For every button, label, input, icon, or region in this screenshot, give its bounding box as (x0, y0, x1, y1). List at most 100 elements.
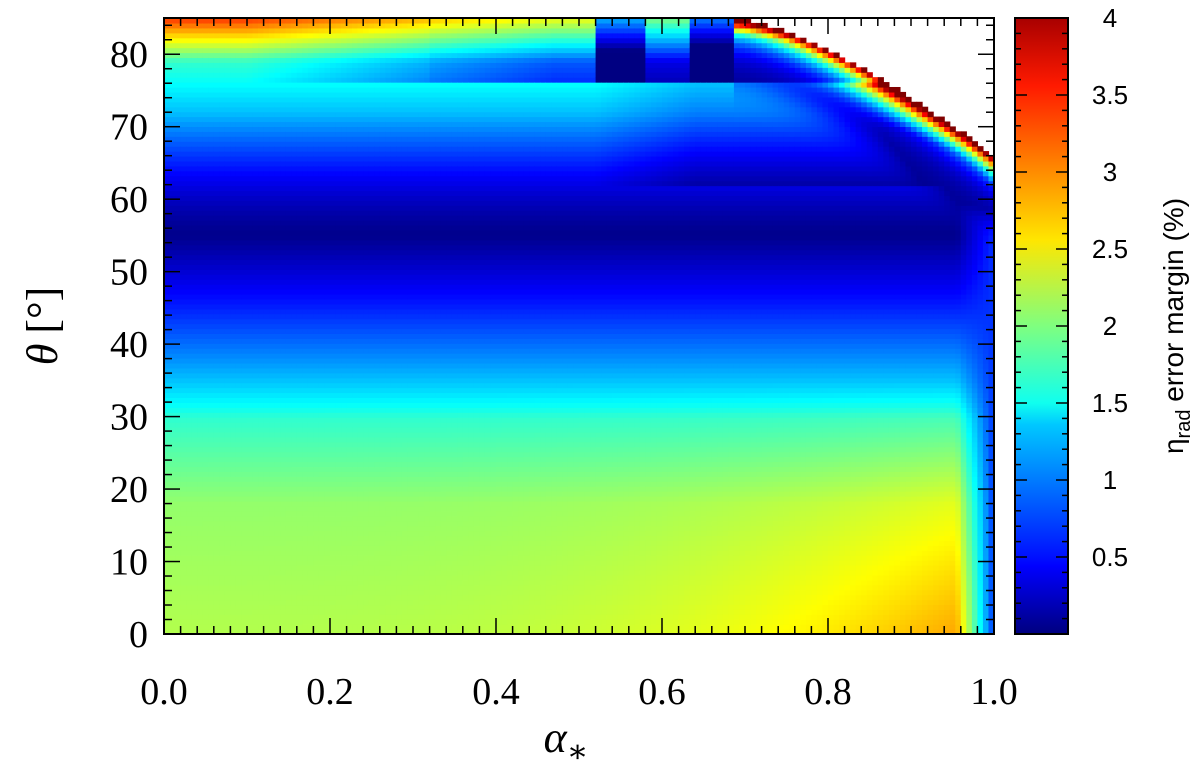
heatmap-cell (291, 269, 298, 275)
heatmap-cell (274, 18, 281, 24)
heatmap-cell (357, 505, 364, 512)
heatmap-cell (197, 22, 204, 29)
heatmap-cell (357, 372, 364, 379)
heatmap-cell (363, 358, 370, 364)
heatmap-cell (352, 382, 359, 389)
heatmap-cell (213, 220, 220, 226)
heatmap-cell (263, 269, 270, 275)
heatmap-cell (258, 185, 265, 192)
heatmap-cell (241, 96, 248, 103)
heatmap-cell (291, 481, 298, 487)
heatmap-cell (258, 535, 265, 541)
heatmap-cell (307, 264, 314, 270)
heatmap-cell (263, 239, 270, 246)
heatmap-cell (274, 220, 281, 226)
heatmap-cell (363, 387, 370, 394)
heatmap-cell (235, 565, 243, 571)
heatmap-cell (307, 422, 314, 428)
heatmap-cell (213, 96, 220, 103)
heatmap-cell (324, 259, 331, 265)
heatmap-cell (318, 456, 326, 463)
heatmap-cell (296, 525, 303, 532)
heatmap-cell (164, 569, 171, 576)
heatmap-cell (285, 343, 292, 349)
heatmap-cell (219, 510, 226, 517)
heatmap-cell (180, 131, 187, 137)
heatmap-cell (285, 555, 292, 561)
heatmap-cell (285, 244, 292, 251)
heatmap-cell (191, 382, 198, 389)
heatmap-cell (307, 67, 314, 73)
heatmap-cell (280, 185, 287, 192)
heatmap-cell (247, 328, 254, 334)
heatmap-cell (313, 96, 320, 103)
heatmap-cell (318, 461, 326, 468)
heatmap-cell (180, 604, 187, 610)
heatmap-cell (313, 121, 320, 128)
heatmap-cell (368, 594, 375, 601)
heatmap-cell (241, 220, 248, 226)
heatmap-cell (202, 466, 209, 472)
heatmap-cell (330, 27, 337, 34)
heatmap-cell (318, 328, 326, 334)
heatmap-cell (230, 175, 237, 182)
heatmap-cell (197, 476, 204, 482)
heatmap-cell (247, 594, 254, 601)
heatmap-cell (335, 224, 342, 231)
heatmap-cell (296, 200, 303, 206)
heatmap-cell (169, 18, 176, 24)
heatmap-cell (224, 545, 231, 551)
heatmap-cell (302, 101, 309, 108)
heatmap-cell (235, 505, 243, 512)
heatmap-cell (274, 106, 281, 113)
heatmap-cell (291, 185, 298, 192)
heatmap-cell (296, 234, 303, 241)
heatmap-cell (280, 111, 287, 118)
heatmap-cell (169, 234, 176, 241)
heatmap-cell (202, 205, 209, 211)
heatmap-cell (269, 175, 276, 182)
heatmap-cell (235, 18, 243, 24)
heatmap-cell (252, 333, 259, 339)
heatmap-cell (175, 446, 182, 453)
heatmap-cell (213, 481, 220, 487)
heatmap-cell (285, 37, 292, 44)
heatmap-cell (379, 86, 386, 93)
heatmap-cell (235, 574, 243, 581)
heatmap-cell (302, 629, 309, 635)
heatmap-cell (313, 52, 320, 59)
heatmap-cell (335, 515, 342, 522)
heatmap-cell (302, 136, 309, 142)
heatmap-cell (313, 500, 320, 507)
heatmap-cell (357, 520, 364, 527)
heatmap-cell (208, 353, 215, 359)
heatmap-cell (341, 343, 348, 349)
heatmap-cell (208, 599, 215, 606)
heatmap-cell (274, 392, 281, 399)
heatmap-cell (208, 535, 215, 541)
heatmap-cell (164, 525, 171, 532)
heatmap-cell (186, 436, 193, 443)
heatmap-cell (357, 579, 364, 586)
heatmap-cell (296, 224, 303, 231)
heatmap-cell (269, 417, 276, 423)
heatmap-cell (274, 328, 281, 334)
heatmap-cell (296, 491, 303, 497)
heatmap-cell (241, 486, 248, 492)
heatmap-cell (352, 338, 359, 344)
heatmap-cell (346, 629, 353, 635)
heatmap-cell (202, 471, 209, 477)
heatmap-cell (363, 525, 370, 532)
heatmap-cell (368, 264, 375, 270)
heatmap-cell (202, 244, 209, 251)
heatmap-cell (379, 42, 386, 49)
heatmap-cell (258, 476, 265, 482)
heatmap-cell (258, 569, 265, 576)
heatmap-cell (285, 466, 292, 472)
heatmap-cell (363, 18, 370, 24)
heatmap-cell (324, 264, 331, 270)
heatmap-cell (280, 550, 287, 556)
heatmap-cell (269, 545, 276, 551)
heatmap-cell (241, 160, 248, 167)
heatmap-cell (191, 338, 198, 344)
